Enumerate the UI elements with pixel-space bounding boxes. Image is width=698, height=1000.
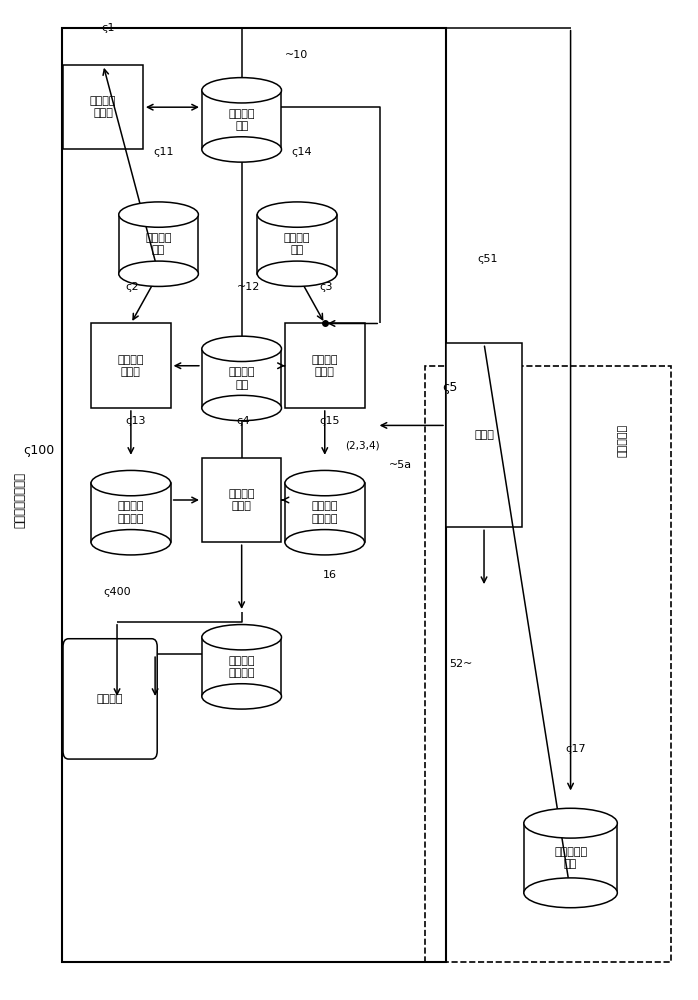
Ellipse shape <box>258 202 337 227</box>
Text: 工件形状
显示部: 工件形状 显示部 <box>118 355 144 377</box>
Text: ς1: ς1 <box>101 23 115 33</box>
Text: 工件形状
处理部: 工件形状 处理部 <box>90 96 117 118</box>
Bar <box>285 483 364 542</box>
Text: 加工程序
数据: 加工程序 数据 <box>228 109 255 131</box>
Ellipse shape <box>285 470 364 496</box>
Ellipse shape <box>91 470 171 496</box>
Bar <box>285 323 364 408</box>
Text: ~12: ~12 <box>237 282 260 292</box>
Text: ς5: ς5 <box>443 381 458 394</box>
Ellipse shape <box>91 530 171 555</box>
Text: 刀具形状
数据: 刀具形状 数据 <box>284 233 311 255</box>
Text: 刀具形状
显示部: 刀具形状 显示部 <box>311 355 338 377</box>
Ellipse shape <box>258 261 337 286</box>
Bar <box>202 90 281 149</box>
Bar <box>425 366 671 962</box>
Text: ς2: ς2 <box>126 282 140 292</box>
Text: ς400: ς400 <box>103 587 131 597</box>
Text: ς13: ς13 <box>126 416 146 426</box>
Text: ~5a: ~5a <box>389 460 413 470</box>
Text: 显示画面: 显示画面 <box>97 694 124 704</box>
Ellipse shape <box>202 625 281 650</box>
Text: 工件显示
图像数据: 工件显示 图像数据 <box>118 501 144 524</box>
Ellipse shape <box>202 336 281 362</box>
Bar <box>91 483 171 542</box>
Bar <box>202 458 281 542</box>
Text: ς100: ς100 <box>24 444 54 457</box>
Text: 合成显示
图像数据: 合成显示 图像数据 <box>228 656 255 678</box>
Text: ς15: ς15 <box>320 416 340 426</box>
Ellipse shape <box>119 202 198 227</box>
Text: 刀具中间点
数据: 刀具中间点 数据 <box>554 847 587 869</box>
Bar <box>446 343 522 527</box>
Text: 控制部: 控制部 <box>474 430 494 440</box>
Text: 投影显示
参数: 投影显示 参数 <box>228 367 255 390</box>
Text: ς51: ς51 <box>477 254 498 264</box>
Ellipse shape <box>524 878 617 908</box>
Ellipse shape <box>202 684 281 709</box>
Bar <box>202 637 281 696</box>
Bar <box>61 28 446 962</box>
Text: ς4: ς4 <box>237 416 250 426</box>
Text: 显示更新部: 显示更新部 <box>618 424 628 457</box>
Text: ς11: ς11 <box>154 147 174 157</box>
Bar <box>119 215 198 274</box>
Bar <box>64 65 143 149</box>
Text: ς3: ς3 <box>320 282 333 292</box>
Ellipse shape <box>202 78 281 103</box>
Ellipse shape <box>119 261 198 286</box>
Text: ς14: ς14 <box>292 147 313 157</box>
Text: ~10: ~10 <box>285 50 309 60</box>
Text: 工件形状
数据: 工件形状 数据 <box>145 233 172 255</box>
Text: ς17: ς17 <box>565 744 586 754</box>
Ellipse shape <box>524 808 617 838</box>
Text: 16: 16 <box>323 570 337 580</box>
Text: 刀具显示
图像数据: 刀具显示 图像数据 <box>311 501 338 524</box>
Text: (2,3,4): (2,3,4) <box>346 440 380 450</box>
Ellipse shape <box>202 137 281 162</box>
Ellipse shape <box>202 395 281 421</box>
Text: 显示图像
合成部: 显示图像 合成部 <box>228 489 255 511</box>
Text: 52~: 52~ <box>450 659 473 669</box>
Bar <box>258 215 337 274</box>
Bar <box>524 823 617 893</box>
Ellipse shape <box>285 530 364 555</box>
FancyBboxPatch shape <box>63 639 157 759</box>
Bar <box>91 323 171 408</box>
Bar <box>202 349 281 408</box>
Text: 加工仿真显示装置: 加工仿真显示装置 <box>13 472 27 528</box>
